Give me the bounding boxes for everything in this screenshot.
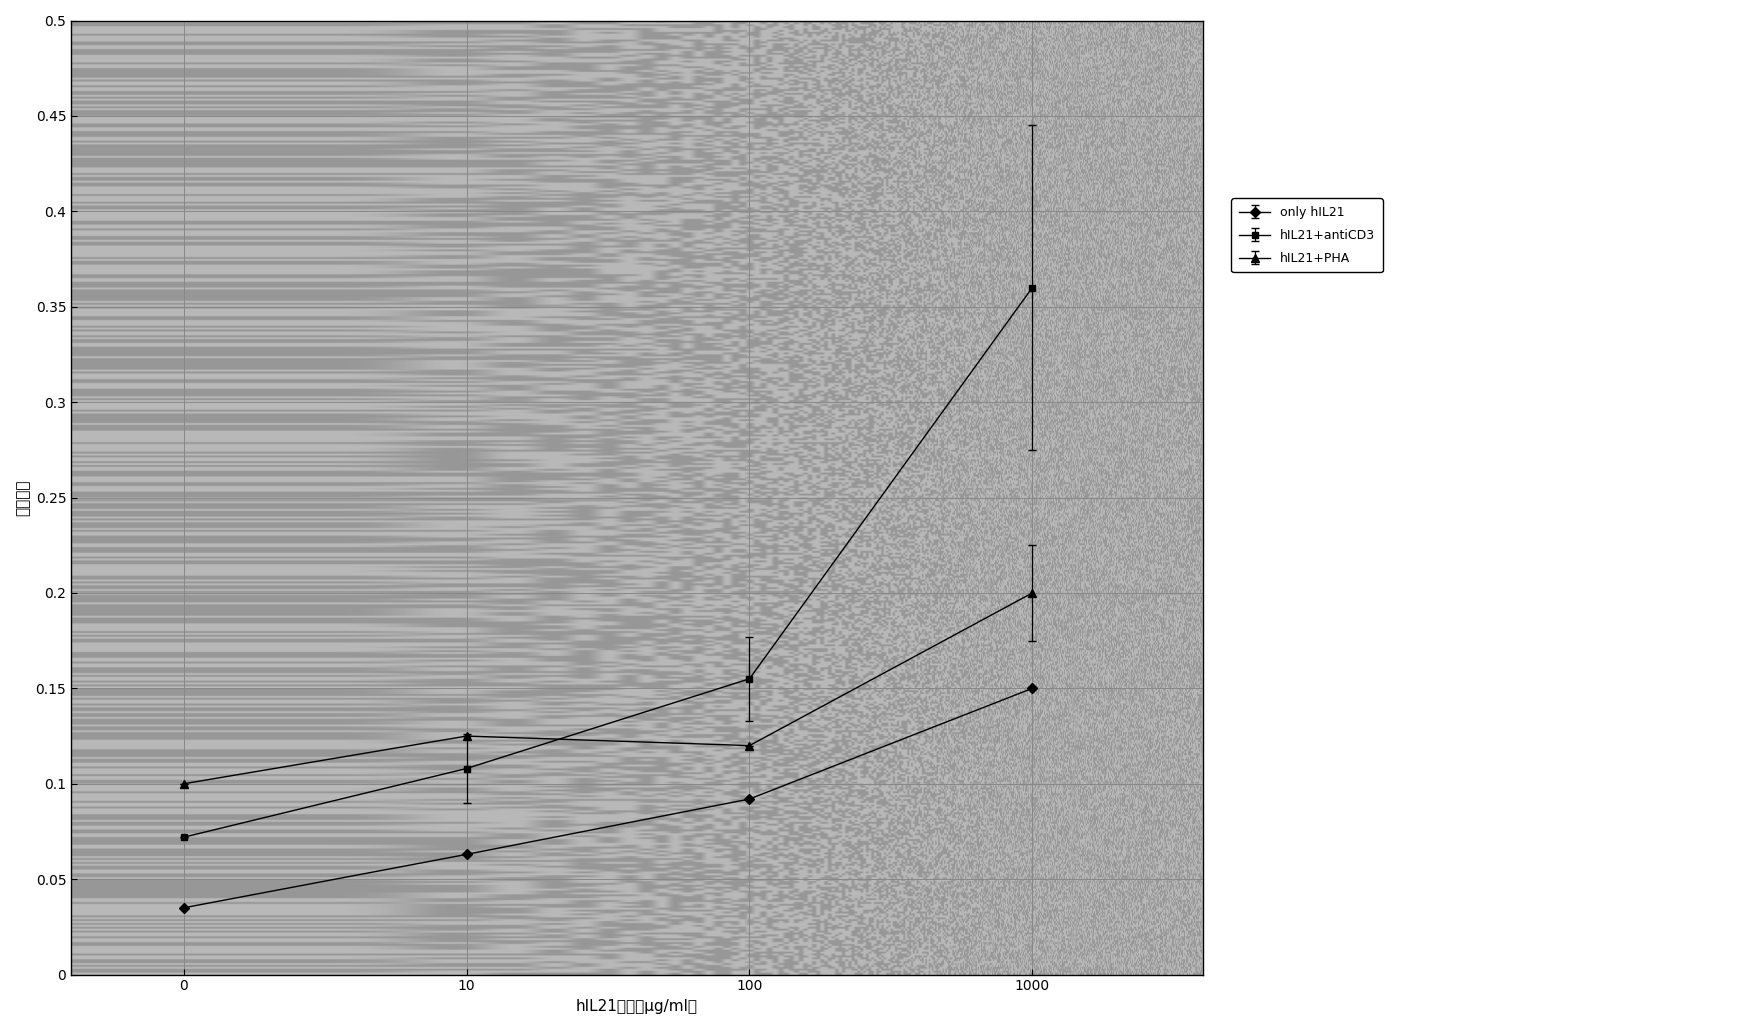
Legend: only hIL21, hIL21+antiCD3, hIL21+PHA: only hIL21, hIL21+antiCD3, hIL21+PHA: [1231, 199, 1383, 273]
Y-axis label: 增殖指数: 增殖指数: [16, 480, 30, 516]
X-axis label: hIL21浓度（μg/ml）: hIL21浓度（μg/ml）: [577, 999, 698, 1014]
